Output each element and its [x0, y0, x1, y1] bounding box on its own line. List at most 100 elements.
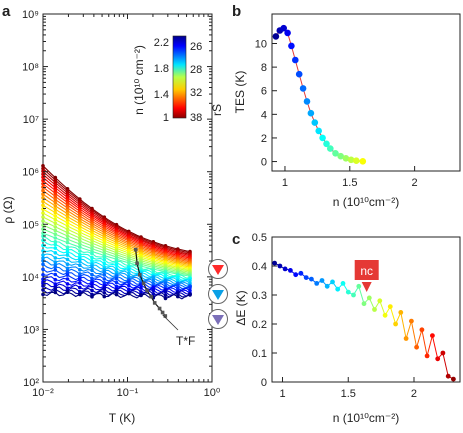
y-tick-label: 0: [261, 157, 267, 169]
rho-series-point: [176, 283, 180, 288]
rho-series-point: [65, 198, 70, 202]
rho-series-point: [78, 214, 82, 218]
tf-star-point: [152, 301, 157, 305]
rho-series-point: [139, 286, 143, 290]
rho-series-point: [163, 272, 168, 277]
rho-series-point: [102, 270, 107, 274]
rho-series-point: [114, 267, 119, 271]
rho-series-point: [114, 280, 119, 285]
colorbar-right-tick: 32: [190, 87, 202, 99]
tf-star-point: [138, 272, 142, 277]
tes-point: [299, 85, 307, 92]
rho-series-point: [53, 180, 58, 185]
delta-e-point: [377, 298, 383, 304]
panel-c-ylabel: ΔE (K): [234, 290, 248, 325]
delta-e-point: [440, 350, 446, 356]
rho-series-point: [176, 291, 180, 296]
rho-series-point: [65, 277, 70, 281]
rho-series-point: [53, 287, 58, 292]
tes-point: [353, 157, 360, 164]
rho-series-point: [188, 285, 192, 290]
tf-star-point: [163, 314, 168, 318]
delta-e-point: [298, 270, 304, 276]
panel-letter-c: c: [232, 231, 240, 248]
rho-series-point: [65, 214, 70, 219]
tf-star-point: [141, 281, 146, 286]
delta-e-segment: [421, 329, 428, 356]
rho-series-point: [41, 188, 45, 193]
rho-series-point: [65, 209, 70, 213]
x-tick-label: 1.5: [341, 388, 356, 400]
rho-series-point: [65, 224, 70, 228]
rho-series-point: [78, 230, 82, 234]
panel-b-series: [272, 24, 367, 165]
rho-series-point: [163, 290, 168, 294]
rho-series-point: [53, 242, 58, 247]
y-tick-label: 10⁸: [22, 62, 39, 74]
panel-c-series: [272, 260, 456, 382]
tes-point: [295, 70, 303, 78]
rho-series-point: [41, 215, 45, 219]
tf-star-curve: [135, 249, 166, 317]
side-marker-cyan: [208, 284, 228, 304]
rho-series-point: [90, 238, 94, 243]
rho-series-point: [151, 281, 156, 286]
panel-a-ticks: 10⁻² 10⁻¹ 10⁰ 10² 10³ 10⁴ 10⁵ 10⁶ 10⁷ 10⁸ 10⁹: [22, 9, 221, 399]
rho-series-point: [65, 217, 70, 222]
panel-c-plot-frame: [271, 236, 461, 383]
rho-series-point: [151, 292, 156, 296]
delta-e-point: [277, 263, 283, 269]
rho-series-point: [53, 232, 58, 236]
rho-series-point: [90, 231, 94, 235]
delta-e-point: [314, 281, 320, 286]
rho-series-point: [90, 284, 94, 289]
delta-e-point: [393, 321, 398, 327]
delta-e-point: [282, 266, 288, 272]
rho-series-point: [65, 200, 70, 205]
rho-series-point: [127, 291, 131, 296]
colorbar-right-tick: 38: [190, 112, 202, 124]
rho-series-point: [41, 196, 45, 200]
delta-e-point: [382, 312, 388, 318]
y-tick-label: 10⁵: [22, 219, 39, 231]
delta-e-segment: [410, 321, 418, 348]
rho-series-point: [176, 286, 180, 291]
rho-series-point: [102, 287, 107, 292]
y-tick-label: 10⁹: [22, 9, 39, 21]
rho-series-point: [65, 282, 70, 286]
rho-series-point: [90, 265, 94, 269]
rho-series-point: [163, 296, 168, 301]
y-tick-label: 0.5: [252, 232, 267, 244]
panel-b-plot-frame: [271, 13, 461, 172]
rho-series-point: [114, 292, 119, 297]
rho-series-point: [127, 283, 131, 288]
rho-series-point: [53, 240, 58, 244]
rho-series-point: [102, 254, 107, 259]
tes-point: [284, 29, 291, 37]
tes-point: [315, 127, 323, 135]
y-tick-label: 10: [255, 39, 267, 51]
y-tick-label: 10⁶: [22, 167, 39, 179]
rho-series-point: [53, 183, 58, 187]
delta-e-segment: [358, 286, 365, 304]
colorbar-left-tick: 1: [163, 112, 169, 124]
colorbar-right-label: rS: [210, 104, 224, 116]
y-tick-label: 0.1: [252, 348, 267, 360]
panel-a-xlabel: T (K): [109, 411, 135, 425]
delta-e-point: [340, 281, 346, 286]
rho-series-point: [53, 188, 58, 193]
panel-a-ylabel: ρ (Ω): [1, 196, 15, 223]
rho-series-point: [139, 264, 143, 268]
delta-e-segment: [405, 320, 412, 339]
tes-point: [347, 156, 355, 164]
delta-e-point: [366, 295, 372, 301]
tf-star-leader: [162, 314, 179, 331]
rho-series-point: [53, 290, 58, 295]
colorbar-left-label: n (10¹⁰ cm⁻²): [132, 45, 146, 115]
side-marker-red: [208, 259, 228, 279]
rho-series-point: [90, 288, 94, 293]
rho-series-point: [53, 217, 58, 222]
rho-series-point: [65, 206, 70, 210]
rho-series-point: [90, 246, 94, 251]
